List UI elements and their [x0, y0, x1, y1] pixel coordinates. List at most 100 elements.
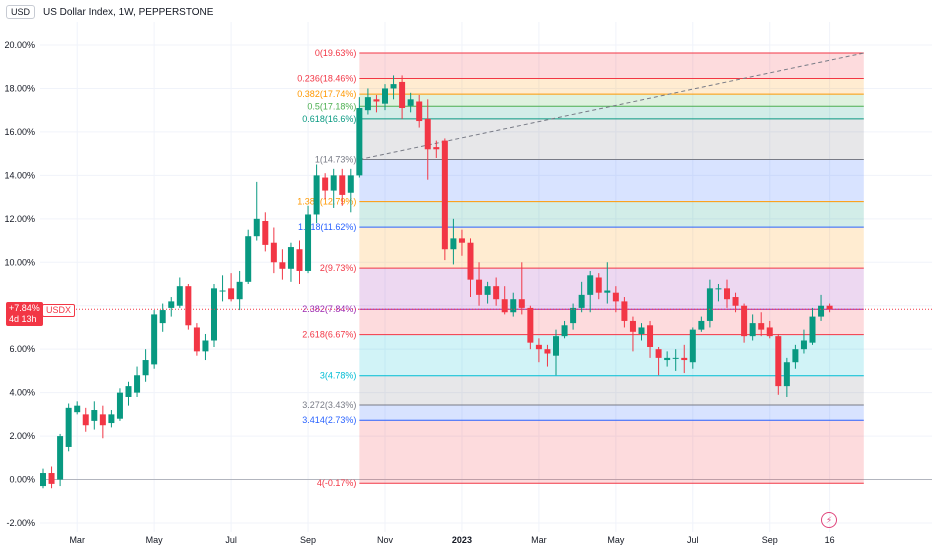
candle-body — [151, 314, 158, 365]
currency-selector[interactable]: USD — [6, 5, 36, 19]
y-tick-label: 16.00% — [4, 127, 35, 137]
candle-body — [544, 349, 551, 354]
candle-body — [390, 84, 397, 89]
y-tick-label: 20.00% — [4, 40, 35, 50]
candle-body — [510, 299, 517, 313]
candle-body — [159, 310, 166, 324]
candle-body — [185, 286, 192, 326]
fib-level-label: 0.5(17.18%) — [307, 101, 356, 111]
y-tick-label: 6.00% — [9, 344, 35, 354]
bar-countdown: 4d 13h — [9, 314, 37, 324]
x-tick-label: 16 — [825, 535, 835, 545]
lightning-icon[interactable]: ⚡ — [821, 512, 837, 528]
candle-body — [553, 336, 559, 356]
y-tick-label: -2.00% — [6, 518, 35, 528]
x-tick-label: Sep — [300, 535, 316, 545]
candle-body — [202, 340, 209, 352]
candle-body — [322, 177, 329, 191]
candle-body — [732, 297, 739, 306]
x-tick-label: Mar — [69, 535, 85, 545]
candle-body — [176, 286, 183, 306]
candle-body — [57, 436, 64, 480]
candle-body — [40, 473, 46, 487]
candle-body — [433, 147, 440, 150]
candle-body — [715, 288, 722, 290]
fib-level-label: 1.618(11.62%) — [298, 222, 356, 232]
candle-body — [287, 247, 294, 269]
candle-body — [245, 236, 252, 282]
candle-body — [749, 323, 756, 337]
candle-body — [108, 414, 115, 424]
x-tick-label: Mar — [531, 535, 547, 545]
fib-level-label: 4(-0.17%) — [317, 478, 357, 488]
candle-body — [604, 290, 611, 293]
x-tick-label: Nov — [377, 535, 394, 545]
candle-body — [441, 140, 448, 250]
symbol-tag[interactable]: USDX — [42, 304, 76, 317]
candle-body — [783, 362, 790, 387]
candle-body — [211, 288, 217, 341]
candle-body — [561, 325, 568, 337]
candle-body — [91, 410, 98, 421]
fib-level-label: 1(14.73%) — [315, 155, 357, 165]
x-tick-label: May — [607, 535, 625, 545]
candle-body — [99, 414, 106, 426]
fib-zone — [359, 420, 864, 484]
last-price-tag: +7.84% 4d 13h — [6, 302, 43, 326]
candle-body — [467, 242, 474, 280]
candle-body — [493, 286, 500, 300]
candle-body — [399, 81, 406, 109]
x-tick-label: May — [146, 535, 164, 545]
candle-body — [82, 414, 89, 426]
fib-level-label: 2.618(6.67%) — [302, 330, 356, 340]
candle-body — [313, 175, 320, 215]
fib-zone — [359, 268, 864, 310]
candle-body — [262, 220, 269, 245]
chart-title: US Dollar Index, 1W, PEPPERSTONE — [43, 6, 214, 18]
candle-body — [570, 307, 577, 324]
fib-zone — [359, 201, 864, 228]
candle-body — [535, 344, 542, 350]
x-tick-label: Jul — [225, 535, 237, 545]
fib-level-label: 0.618(16.6%) — [302, 114, 356, 124]
candle-body — [74, 405, 81, 413]
candle-body — [766, 327, 773, 337]
fib-zone — [359, 405, 864, 421]
candle-body — [638, 327, 645, 334]
fib-level-label: 0(19.63%) — [315, 48, 357, 58]
candle-body — [476, 279, 483, 295]
candle-body — [382, 88, 388, 104]
candle-body — [228, 288, 235, 300]
candle-body — [621, 301, 628, 321]
candle-body — [484, 286, 491, 295]
fib-zone — [359, 227, 864, 269]
y-tick-label: 14.00% — [4, 170, 35, 180]
candle-body — [629, 320, 636, 332]
candle-body — [347, 175, 354, 193]
candle-body — [364, 97, 371, 111]
fib-level-label: 0.236(18.46%) — [297, 73, 356, 83]
y-tick-label: 18.00% — [4, 83, 35, 93]
fib-level-label: 3(4.78%) — [320, 371, 357, 381]
fib-zone — [359, 78, 864, 95]
candle-body — [219, 290, 226, 292]
candle-body — [296, 249, 303, 271]
candle-body — [578, 294, 585, 308]
candle-body — [706, 288, 713, 321]
candle-body — [416, 101, 423, 122]
last-price-label: +7.84% — [9, 303, 40, 313]
candle-body — [356, 108, 363, 176]
candle-body — [450, 238, 457, 250]
candle-body — [125, 386, 132, 397]
candle-body — [587, 275, 594, 295]
candle-body — [373, 99, 380, 102]
candle-body — [330, 175, 337, 191]
candle-body — [48, 473, 55, 484]
candle-body — [518, 299, 525, 308]
candle-body — [647, 325, 654, 348]
candle-body — [681, 357, 688, 361]
candle-body — [818, 305, 825, 317]
candle-body — [458, 238, 465, 243]
y-tick-label: 0.00% — [9, 475, 35, 485]
